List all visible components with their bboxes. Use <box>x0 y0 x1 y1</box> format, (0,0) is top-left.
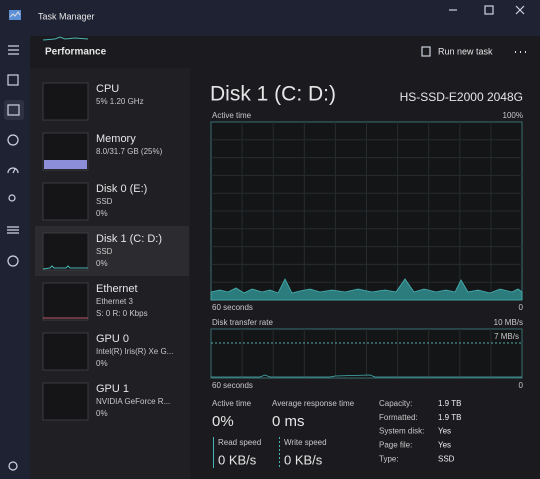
item-name[interactable]: Disk 1 (C: D:) <box>96 233 162 245</box>
chart-max: 100% <box>503 111 523 120</box>
property-label: Type: <box>379 454 399 463</box>
item-detail: Intel(R) Iris(R) Xe G... <box>96 347 173 356</box>
property-value: 1.9 TB <box>438 399 461 408</box>
property-value: 1.9 TB <box>438 413 461 422</box>
property-label: System disk: <box>379 427 424 436</box>
thumbnail <box>42 232 89 271</box>
item-detail: S: 0 R: 0 Kbps <box>96 309 148 318</box>
stat-value: 0 ms <box>272 413 305 430</box>
item-detail: 0% <box>96 409 108 418</box>
item-detail: Ethernet 3 <box>96 297 133 306</box>
speed-value: 0 KB/s <box>284 452 323 467</box>
thumb-line <box>42 36 89 41</box>
item-detail: 5% 1.20 GHz <box>96 97 144 106</box>
speed-label: Read speed <box>218 438 261 447</box>
item-name[interactable]: Ethernet <box>96 283 138 295</box>
item-detail: 0% <box>96 209 108 218</box>
header-title: Performance <box>45 47 107 58</box>
property-value: SSD <box>438 454 455 463</box>
disk-model: HS-SSD-E2000 2048G <box>400 90 523 104</box>
nav-services[interactable] <box>7 255 19 267</box>
nav-history[interactable] <box>7 134 19 146</box>
item-name[interactable]: Disk 0 (E:) <box>96 183 147 195</box>
item-detail: 0% <box>96 259 108 268</box>
stat-label: Active time <box>212 399 252 408</box>
property-value: Yes <box>438 427 451 436</box>
item-detail: SSD <box>96 197 113 206</box>
chart-label: Active time <box>212 111 252 120</box>
chart-label: Disk transfer rate <box>212 318 273 327</box>
chart-min: 0 <box>519 381 524 390</box>
speed-label: Write speed <box>284 438 327 447</box>
item-detail: 0% <box>96 359 108 368</box>
app-icon-line <box>9 10 21 18</box>
property-label: Page file: <box>379 441 412 450</box>
property-value: Yes <box>438 441 451 450</box>
sidebar: CPU 5% 1.20 GHz Memory 8.0/31.7 GB (25%) Dis… <box>35 36 189 421</box>
nav-users[interactable] <box>8 194 16 202</box>
thumbnail <box>42 382 89 421</box>
run-new-task[interactable]: Run new task <box>438 46 493 56</box>
stat-label: Average response time <box>272 399 355 408</box>
nav-details[interactable] <box>7 226 19 234</box>
time-span: 60 seconds <box>212 381 253 390</box>
thumbnail <box>42 182 89 221</box>
chart-min: 0 <box>519 303 524 312</box>
nav <box>4 45 24 471</box>
thumbnail <box>42 82 89 121</box>
item-detail: NVIDIA GeForce R... <box>96 397 170 406</box>
property-label: Capacity: <box>379 399 412 408</box>
property-label: Formatted: <box>379 413 418 422</box>
thumb-fill <box>44 160 87 169</box>
thumb-line <box>42 265 88 270</box>
close[interactable] <box>515 5 525 15</box>
item-name[interactable]: GPU 0 <box>96 333 129 345</box>
transfer-line <box>211 374 522 378</box>
transfer-chart <box>210 328 523 379</box>
item-name[interactable]: GPU 1 <box>96 383 129 395</box>
disk-title: Disk 1 (C: D:) <box>210 83 336 106</box>
thumbnail <box>42 332 89 371</box>
stat-value: 0% <box>212 413 234 430</box>
chart-max: 10 MB/s <box>494 318 523 327</box>
time-span: 60 seconds <box>212 303 253 312</box>
nav-settings[interactable] <box>8 461 18 471</box>
active-time-area <box>210 278 523 301</box>
speed-value: 0 KB/s <box>218 452 257 467</box>
item-name[interactable]: CPU <box>96 83 119 95</box>
nav-performance[interactable] <box>7 104 20 116</box>
item-detail: SSD <box>96 247 113 256</box>
active-time-chart <box>210 121 523 301</box>
thumbnail <box>42 282 89 321</box>
nav-menu[interactable] <box>8 45 19 55</box>
app-icon <box>9 10 21 20</box>
nav-startup[interactable] <box>7 167 19 174</box>
window-title: Task Manager <box>38 11 95 21</box>
maximize[interactable] <box>484 5 494 15</box>
nav-processes[interactable] <box>7 74 19 86</box>
nav-selected <box>4 100 24 120</box>
marker-label: 7 MB/s <box>494 332 519 341</box>
item-name[interactable]: Memory <box>96 133 136 145</box>
properties: Capacity: 1.9 TB Formatted: 1.9 TB System di… <box>379 399 461 463</box>
item-detail: 8.0/31.7 GB (25%) <box>96 147 163 156</box>
run-task-icon <box>421 46 431 57</box>
